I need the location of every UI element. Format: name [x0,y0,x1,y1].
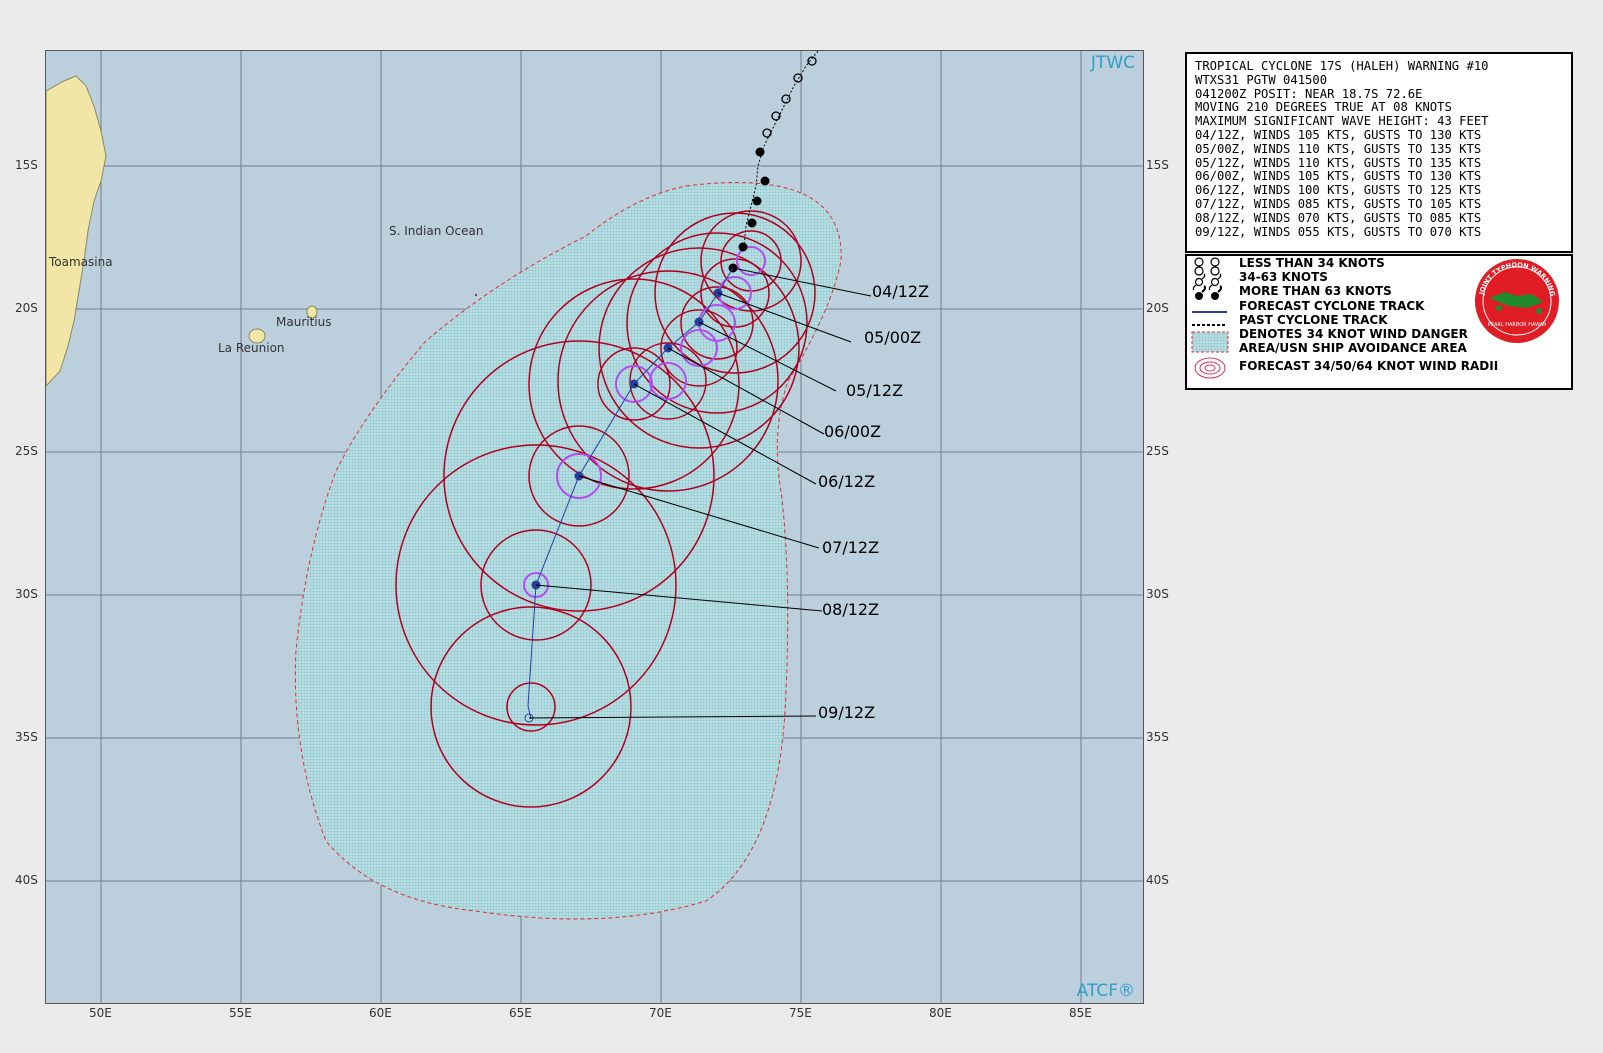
atcf-brand: ATCF® [1076,981,1135,1001]
lon-label-50e: 50E [89,1006,112,1020]
lat-label-15s-left: 15S [15,158,38,172]
legend-wind-radii: FORECAST 34/50/64 KNOT WIND RADII [1239,359,1499,373]
madagascar-land [46,75,107,387]
storm-symbol-icon [1192,273,1222,291]
warning-forecast-line: 05/12Z, WINDS 110 KTS, GUSTS TO 135 KTS [1195,155,1482,170]
legend-34-63: 34-63 KNOTS [1239,270,1328,284]
lat-label-15s-right: 15S [1146,158,1169,172]
tag-06-12z: 06/12Z [818,472,875,491]
legend-past-track: PAST CYCLONE TRACK [1239,313,1388,327]
reunion-island [248,328,266,344]
lon-label-65e: 65E [509,1006,532,1020]
jtwc-brand: JTWC [1090,53,1135,73]
toamasina-label: Toamasina [48,255,113,269]
lat-label-40s-left: 40S [15,873,38,887]
seal-subtext: PEARL HARBOR HAWAII [1488,322,1546,328]
tag-04-12z: 04/12Z [872,282,929,301]
tag-05-12z: 05/12Z [846,381,903,400]
warning-forecast-line: 09/12Z, WINDS 055 KTS, GUSTS TO 070 KTS [1195,224,1482,239]
lat-label-25s-right: 25S [1146,444,1169,458]
legend-forecast-track: FORECAST CYCLONE TRACK [1239,299,1425,313]
typhoon-symbol-icon [1195,285,1223,300]
danger-area-icon [1191,331,1229,353]
mauritius-island [306,305,318,319]
map-canvas: S. Indian Ocean Toamasina Mauritius La R… [46,51,1143,1003]
warning-forecast-line: 06/12Z, WINDS 100 KTS, GUSTS TO 125 KTS [1195,183,1482,198]
warning-forecast-line: 08/12Z, WINDS 070 KTS, GUSTS TO 085 KTS [1195,210,1482,225]
legend-avoidance-area: AREA/USN SHIP AVOIDANCE AREA [1239,341,1467,355]
lon-label-70e: 70E [649,1006,672,1020]
warning-motion: MOVING 210 DEGREES TRUE AT 08 KNOTS [1195,100,1452,115]
open-circle-icon [1194,257,1220,276]
lon-label-85e: 85E [1069,1006,1092,1020]
cyclone-map: S. Indian Ocean Toamasina Mauritius La R… [45,50,1144,1004]
warning-title: TROPICAL CYCLONE 17S (HALEH) WARNING #10 [1195,59,1489,73]
legend-less-34: LESS THAN 34 KNOTS [1239,256,1385,270]
lon-label-75e: 75E [789,1006,812,1020]
legend-box: JOINT TYPHOON WARNING CENTER PEARL HARBO… [1185,254,1573,390]
tag-06-00z: 06/00Z [824,422,881,441]
warning-forecast-line: 06/00Z, WINDS 105 KTS, GUSTS TO 130 KTS [1195,169,1482,184]
legend-danger-area: DENOTES 34 KNOT WIND DANGER [1239,327,1468,341]
warning-forecast-line: 05/00Z, WINDS 110 KTS, GUSTS TO 135 KTS [1195,141,1482,156]
ocean-label: S. Indian Ocean [389,224,484,238]
legend-symbols: JOINT TYPHOON WARNING CENTER PEARL HARBO… [1187,256,1559,379]
lon-label-80e: 80E [929,1006,952,1020]
wind-radii-icon [1194,357,1226,379]
lat-label-30s-left: 30S [15,587,38,601]
mauritius-label: Mauritius [276,315,331,329]
tag-05-00z: 05/00Z [864,328,921,347]
tag-09-12z: 09/12Z [818,703,875,722]
warning-forecast-line: 04/12Z, WINDS 105 KTS, GUSTS TO 130 KTS [1195,127,1482,142]
lat-label-35s-right: 35S [1146,730,1169,744]
tag-07-12z: 07/12Z [822,538,879,557]
lat-label-20s-left: 20S [15,301,38,315]
tag-leaders [528,267,872,719]
wind-radii [395,210,816,808]
danger-area [294,182,842,920]
lat-label-35s-left: 35S [15,730,38,744]
tag-08-12z: 08/12Z [822,600,879,619]
legend-more-63: MORE THAN 63 KNOTS [1239,284,1392,298]
lat-label-25s-left: 25S [15,444,38,458]
lon-label-55e: 55E [229,1006,252,1020]
warning-wave-height: MAXIMUM SIGNIFICANT WAVE HEIGHT: 43 FEET [1195,114,1489,129]
reunion-label: La Reunion [218,341,285,355]
lat-label-40s-right: 40S [1146,873,1169,887]
warning-position: 041200Z POSIT: NEAR 18.7S 72.6E [1195,86,1423,101]
lat-label-30s-right: 30S [1146,587,1169,601]
warning-forecast-line: 07/12Z, WINDS 085 KTS, GUSTS TO 105 KTS [1195,196,1482,211]
lat-label-20s-right: 20S [1146,301,1169,315]
lon-label-60e: 60E [369,1006,392,1020]
warning-header: WTXS31 PGTW 041500 [1195,72,1328,87]
warning-box: TROPICAL CYCLONE 17S (HALEH) WARNING #10… [1185,52,1573,253]
